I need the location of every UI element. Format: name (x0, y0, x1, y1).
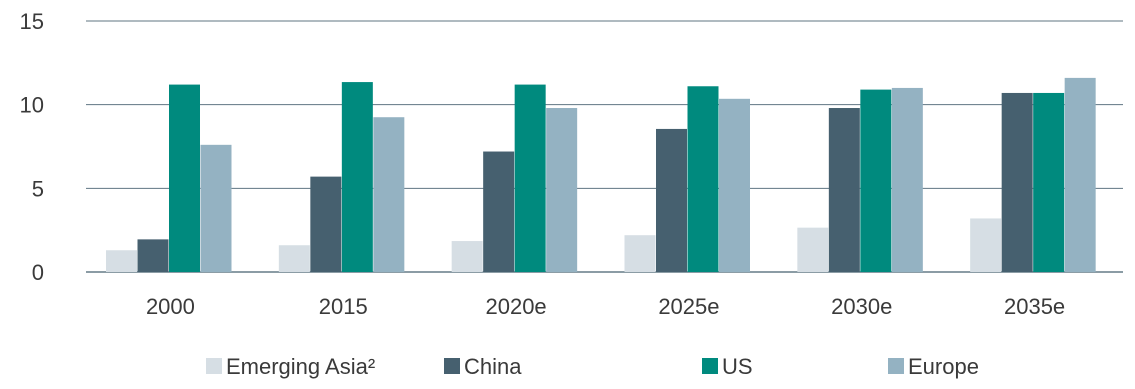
bar-china-2025e (656, 128, 687, 272)
legend-item: China (444, 354, 522, 379)
bar-emerging-asia-2030e (797, 227, 829, 272)
bar-emerging-asia-2015 (278, 245, 310, 272)
bar-us-2000 (169, 84, 200, 272)
x-tick-label: 2020e (485, 294, 546, 319)
gridlines (86, 20, 1123, 273)
legend-swatch (888, 358, 904, 374)
bar-us-2025e (687, 86, 719, 272)
bar-europe-2025e (719, 98, 750, 272)
bar-us-2020e (514, 84, 546, 272)
bar-china-2035e (1001, 92, 1033, 272)
x-axis-tick-labels: 2000 2015 2020e 2025e 2030e 2035e (146, 294, 1065, 319)
y-tick-label: 0 (32, 260, 44, 285)
bar-us-2030e (860, 89, 892, 273)
bar-china-2000 (137, 239, 169, 272)
legend-label: US (722, 354, 753, 379)
legend-item: Europe (888, 354, 979, 379)
bar-us-2015 (341, 82, 373, 273)
y-tick-label: 10 (20, 93, 44, 118)
bar-europe-2030e (891, 87, 923, 272)
bar-emerging-asia-2020e (451, 241, 483, 272)
bar-emerging-asia-2025e (624, 235, 656, 272)
legend-swatch (444, 358, 460, 374)
legend-item: Emerging Asia² (206, 354, 375, 379)
bar-china-2030e (828, 108, 860, 272)
bar-europe-2020e (546, 108, 578, 272)
bar-us-2035e (1033, 92, 1065, 272)
legend-swatch (702, 358, 718, 374)
y-axis-tick-labels: 0 5 10 15 (20, 9, 44, 285)
y-tick-label: 5 (32, 176, 44, 201)
bar-europe-2000 (200, 144, 232, 272)
y-tick-label: 15 (20, 9, 44, 34)
bar-china-2020e (483, 151, 515, 272)
legend-label: China (464, 354, 522, 379)
legend-label: Emerging Asia² (226, 354, 375, 379)
legend-label: Europe (908, 354, 979, 379)
legend-item: US (702, 354, 753, 379)
bar-china-2015 (310, 176, 342, 272)
bar-europe-2015 (373, 117, 405, 272)
bars (106, 77, 1096, 273)
legend-swatch (206, 358, 222, 374)
x-tick-label: 2015 (319, 294, 368, 319)
x-tick-label: 2000 (146, 294, 195, 319)
bar-emerging-asia-2000 (106, 250, 137, 272)
x-tick-label: 2025e (658, 294, 719, 319)
x-tick-label: 2035e (1004, 294, 1065, 319)
bar-emerging-asia-2035e (970, 218, 1002, 272)
legend: Emerging Asia² China US Europe (206, 354, 979, 379)
x-tick-label: 2030e (831, 294, 892, 319)
bar-europe-2035e (1064, 77, 1096, 272)
